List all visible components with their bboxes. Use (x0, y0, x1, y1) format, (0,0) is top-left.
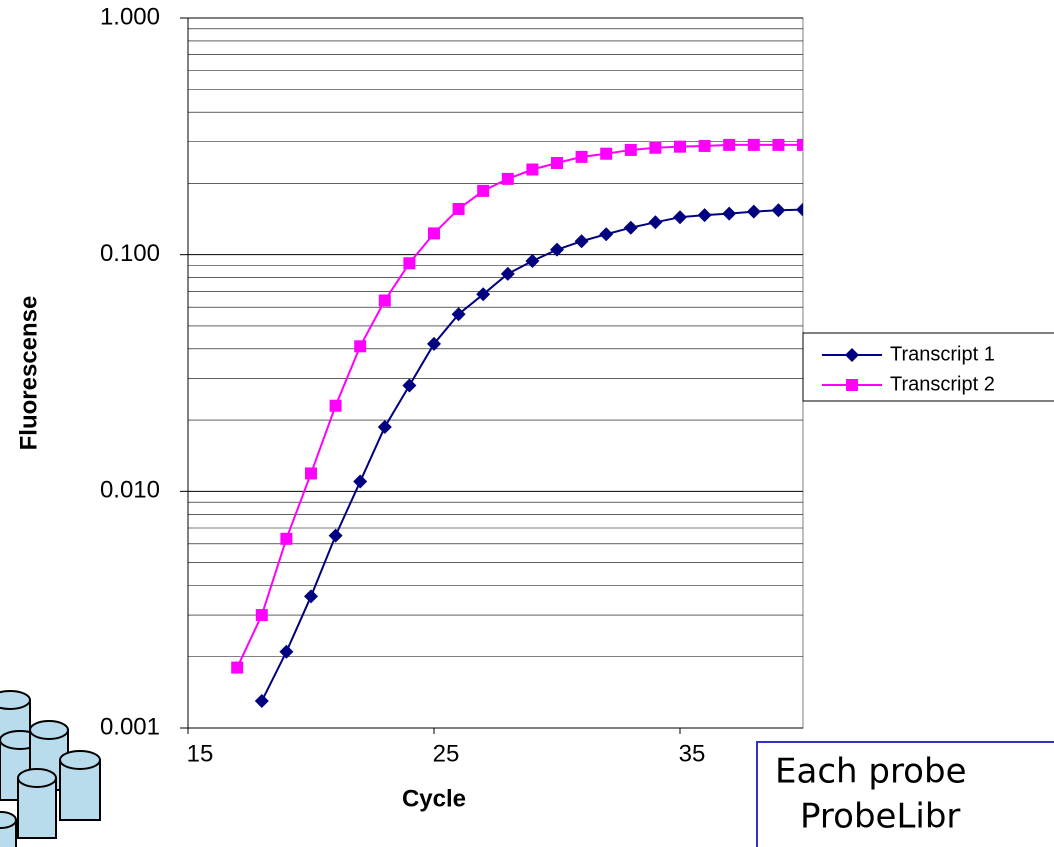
data-point (599, 227, 614, 242)
data-point (451, 307, 466, 322)
data-point (329, 399, 342, 412)
data-point (377, 419, 392, 434)
data-point (623, 220, 638, 235)
data-point (575, 150, 588, 163)
data-point (304, 589, 318, 604)
data-point (402, 378, 417, 393)
data-point (624, 143, 637, 156)
y-tick-label: 1.000 (100, 3, 160, 30)
data-point (354, 340, 367, 353)
data-point (231, 661, 244, 674)
data-point (600, 147, 613, 160)
data-point (550, 242, 564, 257)
data-point (477, 184, 490, 197)
x-tick-label: 35 (679, 740, 706, 767)
note-line: ProbeLibr (800, 797, 960, 837)
data-point (746, 204, 761, 219)
note-box (756, 741, 1054, 847)
y-tick-label: 0.100 (100, 240, 160, 267)
data-point (427, 336, 441, 351)
y-tick-label: 0.010 (100, 477, 160, 504)
data-point (649, 141, 662, 154)
legend-label: Transcript 1 (890, 343, 995, 365)
data-point (279, 644, 294, 659)
data-point (673, 210, 687, 225)
data-point (574, 234, 589, 249)
series-layer (231, 138, 803, 709)
data-point (353, 474, 368, 489)
decoration-cylinders (0, 690, 101, 847)
data-point (280, 532, 293, 545)
legend (802, 332, 1054, 402)
y-axis-title: Fluorescense (15, 296, 42, 451)
data-point (796, 202, 803, 217)
data-point (772, 138, 785, 151)
data-point (476, 287, 491, 302)
data-point (551, 156, 563, 169)
plot-area (187, 17, 804, 729)
data-point (698, 139, 711, 152)
data-point (378, 294, 391, 307)
data-point (525, 254, 540, 269)
data-point (722, 206, 737, 221)
data-point (403, 257, 416, 270)
x-axis-title: Cycle (402, 785, 466, 812)
data-point (526, 163, 539, 176)
data-point (500, 266, 515, 281)
x-tick-label: 15 (187, 740, 214, 767)
data-point (255, 609, 268, 622)
legend-label: Transcript 2 (890, 373, 995, 395)
data-point (747, 138, 760, 151)
data-point (674, 140, 686, 153)
data-point (697, 208, 712, 223)
data-point (428, 227, 440, 240)
x-tick-label: 25 (433, 740, 460, 767)
y-tick-label: 0.001 (100, 713, 160, 740)
data-point (771, 203, 786, 218)
data-point (501, 172, 514, 185)
data-point (305, 467, 317, 480)
data-point (846, 379, 858, 391)
data-point (797, 138, 803, 151)
data-point (845, 348, 859, 362)
data-point (723, 138, 736, 151)
data-point (254, 694, 269, 709)
data-point (648, 215, 663, 230)
note-line: Each probe (775, 752, 966, 792)
data-point (452, 202, 465, 215)
data-point (328, 528, 343, 543)
